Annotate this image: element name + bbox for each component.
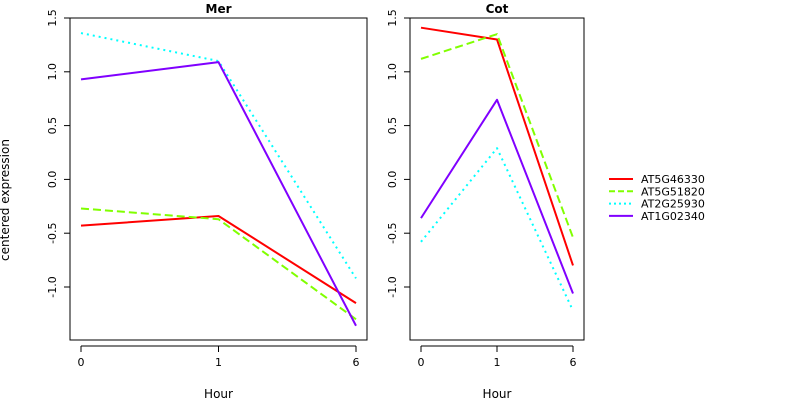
series-line-at2g25930 [80,32,357,279]
series-line-at5g51820 [80,207,357,321]
legend-label: AT5G51820 [641,185,705,198]
y-tick-label: 0.0 [46,171,59,189]
series-line-at5g46330 [80,214,357,304]
series-line-at5g51820 [420,33,574,238]
panel-mer: Mer -1.0 -0.5 0.0 0.5 1.0 1.5 0 1 6 Hour [46,2,368,401]
plot-frame [69,17,368,341]
x-tick-label: 0 [418,356,425,369]
x-tick-label: 0 [78,356,85,369]
y-tick-label: -1.0 [46,276,59,297]
series-line-at1g02340 [80,61,357,327]
panel-title: Mer [206,2,232,16]
x-tick-label: 1 [494,356,501,369]
x-tick-label: 6 [570,356,577,369]
y-tick-label: -1.0 [386,276,399,297]
x-tick-label: 6 [353,356,360,369]
x-tick-label: 1 [215,356,222,369]
y-tick-label: 1.0 [46,63,59,81]
panel-title: Cot [486,2,509,16]
legend-label: AT5G46330 [641,173,705,186]
legend-label: AT1G02340 [641,210,705,223]
x-axis-title: Hour [483,387,512,400]
panel-cot: Cot -1.0 -0.5 0.0 0.5 1.0 1.5 0 1 6 Hour [386,2,585,401]
y-tick-label: 0.5 [46,117,59,135]
plot-frame [409,17,585,341]
y-tick-label: -0.5 [46,222,59,243]
y-tick-label: 0.5 [386,117,399,135]
y-tick-label: 1.5 [46,9,59,27]
y-axis-title: centered expression [0,139,12,261]
x-axis-title: Hour [204,387,233,400]
y-tick-label: 1.0 [386,63,399,81]
series-line-at2g25930 [420,147,574,312]
y-tick-label: 0.0 [386,171,399,189]
y-tick-label: -0.5 [386,222,399,243]
y-tick-label: 1.5 [386,9,399,27]
series-line-at5g46330 [420,26,574,266]
panels: Mer -1.0 -0.5 0.0 0.5 1.0 1.5 0 1 6 Hour Cot -1.0 -0.… [46,2,585,401]
legend-label: AT2G25930 [641,198,705,211]
series-line-at1g02340 [420,98,574,294]
